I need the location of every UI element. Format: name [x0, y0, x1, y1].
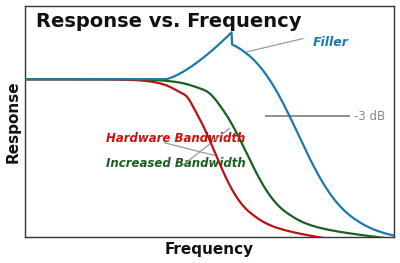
Text: Hardware Bandwidth: Hardware Bandwidth	[106, 132, 246, 145]
X-axis label: Frequency: Frequency	[165, 242, 254, 257]
Text: -3 dB: -3 dB	[354, 110, 385, 123]
Text: Filler: Filler	[313, 36, 349, 49]
Text: Increased Bandwidth: Increased Bandwidth	[106, 158, 246, 170]
Y-axis label: Response: Response	[6, 80, 20, 163]
Text: Response vs. Frequency: Response vs. Frequency	[36, 13, 301, 32]
